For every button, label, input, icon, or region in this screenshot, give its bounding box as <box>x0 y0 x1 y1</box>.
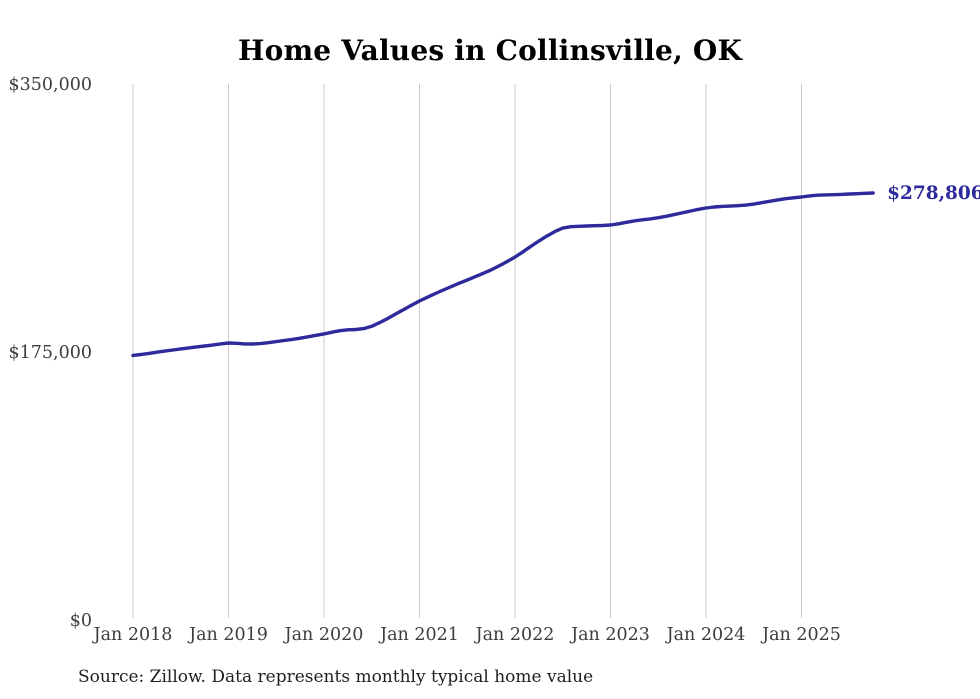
y-tick-label: $350,000 <box>8 75 92 95</box>
x-tick-label: Jan 2018 <box>92 625 173 645</box>
x-tick-label: Jan 2025 <box>760 625 841 645</box>
end-value-label: $278,806 <box>887 183 980 204</box>
chart-title: Home Values in Collinsville, OK <box>237 34 743 67</box>
x-tick-label: Jan 2021 <box>378 625 459 645</box>
x-tick-label: Jan 2019 <box>187 625 268 645</box>
y-tick-label: $175,000 <box>8 343 92 363</box>
y-tick-label: $0 <box>70 611 92 631</box>
x-tick-label: Jan 2023 <box>569 625 650 645</box>
source-note: Source: Zillow. Data represents monthly … <box>78 667 594 687</box>
x-tick-label: Jan 2020 <box>283 625 364 645</box>
home-value-line <box>131 191 875 358</box>
x-tick-label: Jan 2022 <box>474 625 555 645</box>
x-tick-label: Jan 2024 <box>665 625 746 645</box>
